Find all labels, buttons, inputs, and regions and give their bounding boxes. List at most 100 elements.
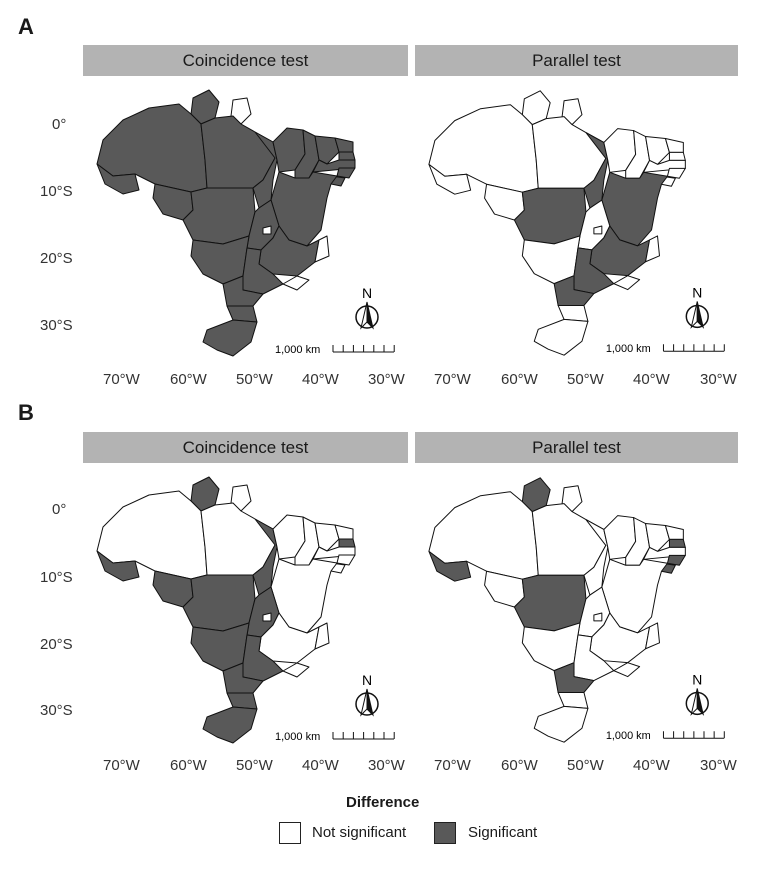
state-df — [593, 612, 603, 622]
map-a-coincidence: N 1,000 km — [96, 89, 395, 357]
panel-label-b: B — [18, 400, 34, 425]
x-tick-30w-b2: 30°W — [700, 757, 737, 774]
x-tick-30w-b1: 30°W — [368, 757, 405, 774]
state-df — [262, 612, 272, 622]
facet-title-a-parallel: Parallel test — [415, 45, 738, 76]
state-mt — [513, 187, 587, 245]
y-tick-30s-a: 30°S — [40, 317, 73, 334]
scale-bar: 1,000 km — [606, 730, 725, 742]
x-tick-40w-a2: 40°W — [633, 371, 670, 388]
scale-bar: 1,000 km — [275, 344, 395, 356]
y-tick-30s-b: 30°S — [40, 702, 73, 719]
north-label: N — [362, 672, 372, 688]
state-ce — [314, 522, 340, 552]
scale-bar: 1,000 km — [275, 731, 395, 743]
state-sc — [226, 692, 258, 710]
y-tick-0-a: 0° — [52, 116, 67, 133]
state-pb — [668, 538, 686, 548]
x-tick-40w-b2: 40°W — [633, 757, 670, 774]
legend-label-significant: Significant — [468, 824, 538, 841]
state-rs — [202, 319, 258, 357]
state-ap — [230, 97, 252, 125]
state-al — [336, 167, 356, 179]
north-label: N — [692, 672, 702, 688]
state-ap — [561, 485, 583, 513]
state-ac — [428, 163, 472, 195]
x-tick-60w-a2: 60°W — [501, 371, 538, 388]
legend-swatch-not-significant — [279, 822, 301, 844]
scale-bar-label: 1,000 km — [606, 730, 651, 742]
x-tick-50w-a2: 50°W — [567, 371, 604, 388]
state-pa — [531, 503, 607, 576]
x-tick-40w-a1: 40°W — [302, 371, 339, 388]
y-tick-20s-b: 20°S — [40, 636, 73, 653]
state-ac — [428, 550, 472, 582]
state-rs — [533, 318, 589, 356]
legend-title: Difference — [346, 794, 420, 811]
map-b-parallel: N 1,000 km — [428, 477, 725, 743]
state-pa — [531, 116, 607, 189]
state-ac — [96, 163, 140, 195]
state-mt — [182, 574, 256, 632]
x-tick-50w-b2: 50°W — [567, 757, 604, 774]
state-es — [645, 235, 660, 263]
state-sc — [557, 691, 589, 709]
state-rj — [282, 275, 310, 291]
state-mt — [182, 187, 256, 245]
x-tick-70w-a1: 70°W — [103, 371, 140, 388]
state-ac — [96, 550, 140, 582]
state-pb — [338, 538, 356, 548]
x-tick-70w-b2: 70°W — [434, 757, 471, 774]
facet-title-b-parallel: Parallel test — [415, 432, 738, 463]
state-df — [262, 225, 272, 235]
scale-bar: 1,000 km — [606, 343, 725, 355]
state-es — [314, 235, 330, 263]
state-rj — [613, 275, 641, 291]
y-tick-10s-b: 10°S — [40, 569, 73, 586]
y-tick-0-b: 0° — [52, 501, 67, 518]
y-tick-20s-a: 20°S — [40, 250, 73, 267]
state-al — [336, 554, 356, 566]
facet-title-a-coincidence: Coincidence test — [83, 45, 408, 76]
north-arrow-icon: N — [685, 672, 709, 716]
legend-swatch-significant — [434, 822, 456, 844]
x-tick-60w-a1: 60°W — [170, 371, 207, 388]
state-mt — [513, 574, 587, 632]
north-arrow-icon: N — [355, 285, 379, 330]
scale-bar-label: 1,000 km — [275, 731, 320, 743]
x-tick-60w-b2: 60°W — [501, 757, 538, 774]
state-df — [593, 225, 603, 235]
north-arrow-icon: N — [355, 672, 379, 717]
facet-title-b-coincidence: Coincidence test — [83, 432, 408, 463]
x-tick-30w-a2: 30°W — [700, 371, 737, 388]
state-rs — [202, 706, 258, 744]
north-label: N — [692, 285, 702, 301]
state-pa — [200, 502, 276, 576]
x-tick-60w-b1: 60°W — [170, 757, 207, 774]
state-ap — [230, 484, 252, 512]
north-label: N — [362, 285, 372, 301]
north-arrow-icon: N — [685, 285, 709, 329]
x-tick-70w-a2: 70°W — [434, 371, 471, 388]
x-tick-50w-b1: 50°W — [236, 757, 273, 774]
state-es — [645, 622, 660, 650]
state-al — [666, 554, 686, 566]
scale-bar-label: 1,000 km — [275, 344, 320, 356]
state-pb — [668, 151, 686, 161]
state-pa — [200, 115, 276, 189]
state-ce — [645, 136, 670, 165]
state-pb — [338, 151, 356, 161]
state-ce — [645, 523, 670, 552]
state-rj — [282, 662, 310, 678]
legend-label-not-significant: Not significant — [312, 824, 407, 841]
state-sc — [557, 304, 589, 322]
state-sc — [226, 305, 258, 323]
x-tick-40w-b1: 40°W — [302, 757, 339, 774]
scale-bar-label: 1,000 km — [606, 343, 651, 355]
x-tick-70w-b1: 70°W — [103, 757, 140, 774]
state-ap — [561, 98, 583, 126]
y-tick-10s-a: 10°S — [40, 183, 73, 200]
state-al — [666, 167, 686, 179]
x-tick-50w-a1: 50°W — [236, 371, 273, 388]
